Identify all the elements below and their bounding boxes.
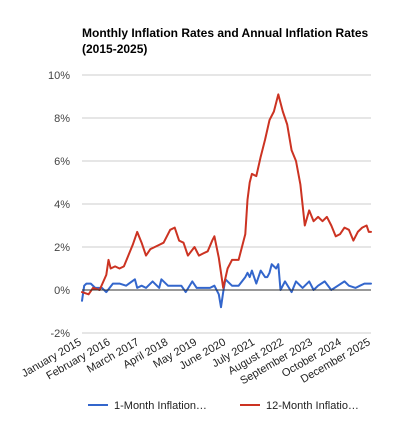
chart-title: Monthly Inflation Rates and Annual Infla… [82, 26, 369, 40]
y-tick-label: 6% [54, 156, 70, 168]
y-axis-ticks: 10% 8% 6% 4% 2% 0% -2% [48, 70, 70, 340]
series-line-12-month [81, 93, 372, 296]
y-tick-label: 8% [54, 113, 70, 125]
gridlines [82, 74, 371, 334]
y-tick-label: 2% [54, 242, 70, 254]
legend-label: 1-Month Inflation… [114, 400, 207, 412]
y-tick-label: 10% [48, 70, 70, 82]
y-tick-label: -2% [50, 328, 70, 340]
series-lines [81, 93, 372, 309]
y-tick-label: 4% [54, 199, 70, 211]
y-tick-label: 0% [54, 285, 70, 297]
chart-subtitle: (2015-2025) [82, 42, 147, 56]
legend: 1-Month Inflation… 12-Month Inflatio… [88, 400, 359, 412]
legend-label: 12-Month Inflatio… [266, 400, 359, 412]
